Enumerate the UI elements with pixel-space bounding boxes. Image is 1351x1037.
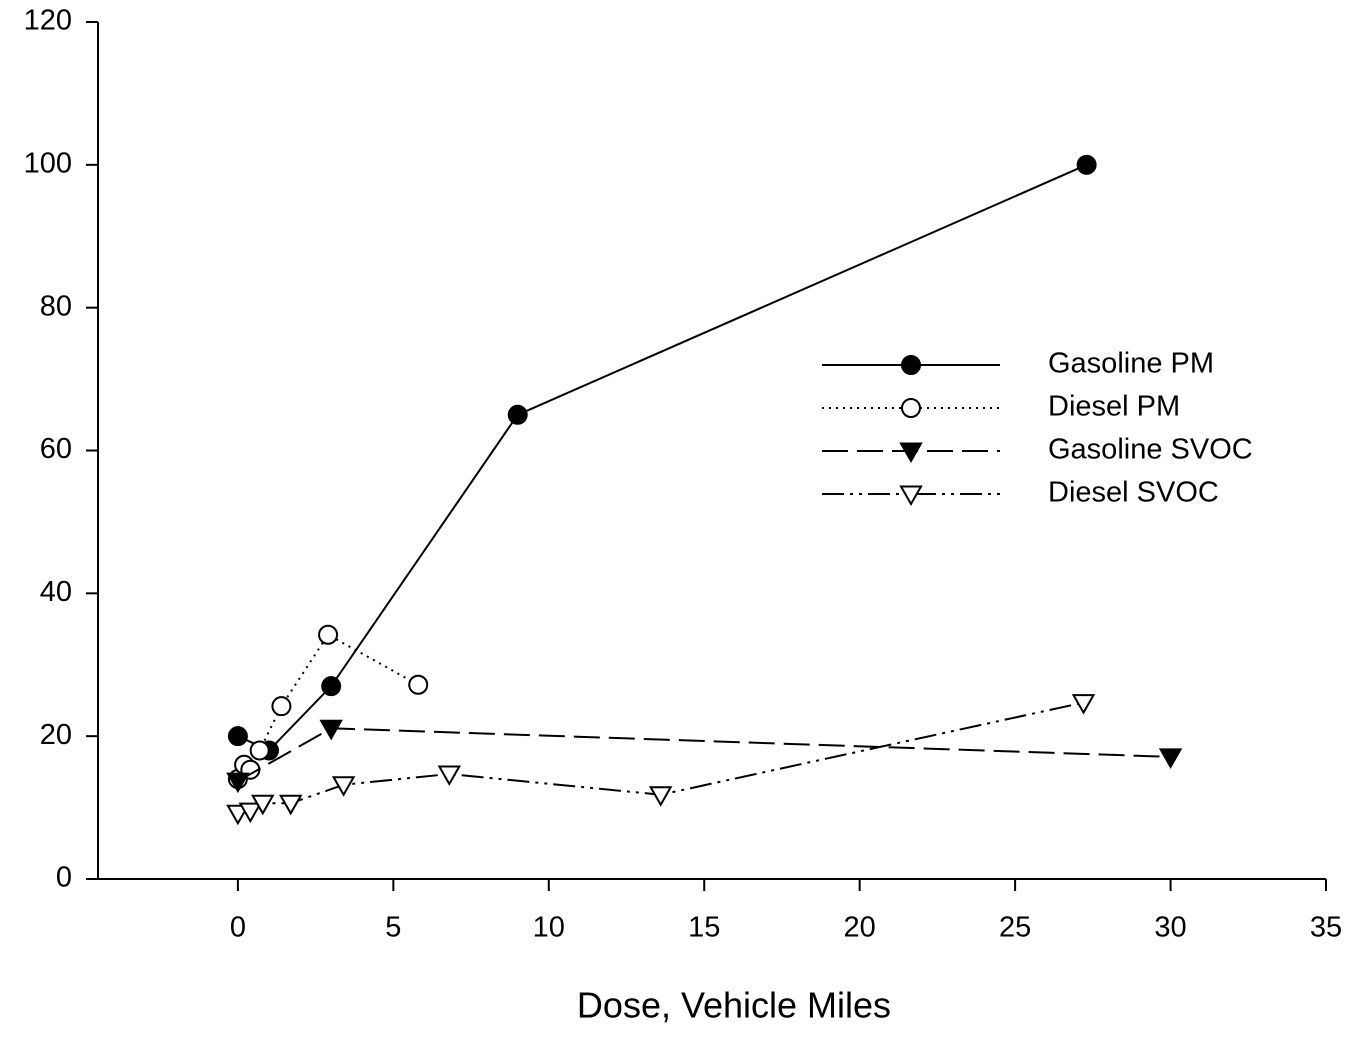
- legend-marker: [901, 355, 921, 375]
- y-tick-label: 80: [40, 290, 72, 322]
- marker: [1158, 748, 1183, 769]
- legend-label: Gasoline SVOC: [1048, 434, 1253, 466]
- x-tick-label: 20: [844, 912, 876, 944]
- x-tick-label: 10: [533, 912, 565, 944]
- y-tick-label: 20: [40, 719, 72, 751]
- marker: [408, 674, 429, 695]
- marker: [238, 802, 263, 824]
- x-tick-label: 35: [1310, 912, 1342, 944]
- marker: [321, 676, 342, 697]
- legend-marker: [901, 398, 921, 418]
- x-tick-label: 0: [230, 912, 246, 944]
- marker: [251, 794, 275, 816]
- y-tick-label: 40: [40, 576, 72, 608]
- marker: [648, 786, 673, 807]
- marker: [271, 696, 292, 717]
- x-tick-label: 5: [385, 912, 401, 944]
- marker: [1071, 694, 1096, 715]
- marker: [1076, 154, 1097, 175]
- x-tick-label: 25: [999, 912, 1031, 944]
- legend-label: Diesel PM: [1048, 391, 1180, 423]
- x-tick-label: 30: [1154, 912, 1186, 944]
- marker: [507, 404, 528, 425]
- series-line: [237, 727, 1171, 783]
- y-tick-label: 60: [40, 433, 72, 465]
- marker: [226, 804, 250, 826]
- y-tick-label: 100: [24, 147, 72, 179]
- legend-label: Gasoline PM: [1048, 348, 1214, 380]
- marker: [227, 726, 248, 747]
- legend-label: Diesel SVOC: [1048, 477, 1219, 509]
- y-tick-label: 120: [24, 5, 72, 37]
- marker: [279, 794, 303, 816]
- x-tick-label: 15: [688, 912, 720, 944]
- marker: [437, 765, 462, 787]
- marker: [249, 740, 270, 761]
- series-line: [237, 163, 1088, 752]
- marker: [331, 776, 356, 797]
- marker: [319, 719, 343, 741]
- x-axis-title: Dose, Vehicle Miles: [577, 985, 891, 1026]
- marker: [318, 624, 339, 645]
- legend-marker: [899, 442, 923, 464]
- legend-marker: [899, 485, 923, 507]
- y-tick-label: 0: [56, 862, 72, 894]
- marker: [226, 772, 250, 794]
